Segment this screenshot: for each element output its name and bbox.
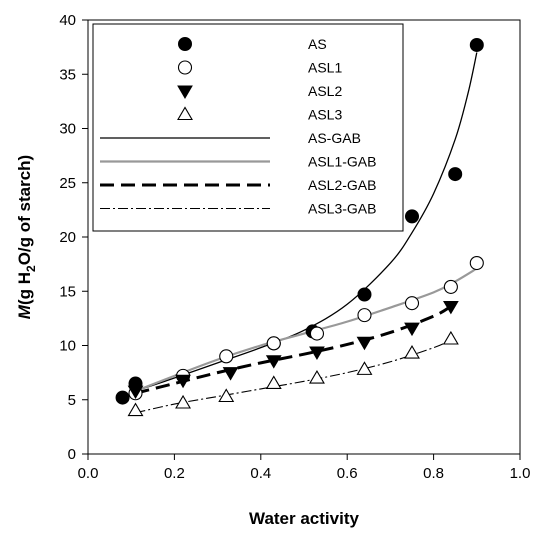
y-tick-label: 0 bbox=[68, 446, 76, 463]
legend-item-asl2-marker bbox=[177, 85, 193, 99]
x-tick-label: 0.8 bbox=[423, 465, 444, 482]
legend-box bbox=[92, 23, 404, 232]
x-axis: 0.0 0.2 0.4 0.6 0.8 1.0 bbox=[78, 454, 531, 482]
point-asl3 bbox=[265, 375, 282, 390]
y-axis-title: M(g H2O/g of starch) bbox=[15, 155, 38, 319]
legend-item-asl2-gab: ASL2-GAB bbox=[100, 177, 376, 193]
legend-item-asl1-marker bbox=[177, 60, 193, 75]
y-tick-label: 5 bbox=[68, 392, 76, 409]
point-asl1 bbox=[309, 326, 325, 341]
y-tick-label: 40 bbox=[59, 12, 76, 29]
point-asl2 bbox=[222, 367, 239, 381]
point-as bbox=[469, 37, 484, 52]
point-asl1 bbox=[266, 336, 281, 351]
x-tick-label: 0.4 bbox=[250, 465, 271, 482]
point-asl1 bbox=[404, 296, 420, 311]
y-tick-label: 20 bbox=[59, 229, 76, 246]
point-asl3 bbox=[309, 369, 325, 384]
legend-item-asl1: ASL1 bbox=[177, 60, 342, 76]
point-asl2 bbox=[309, 346, 325, 361]
point-asl1 bbox=[443, 279, 458, 294]
legend-item-as-label: AS bbox=[308, 36, 327, 52]
point-asl3 bbox=[356, 361, 373, 375]
legend-item-asl3-gab-label: ASL3-GAB bbox=[308, 201, 376, 217]
legend-item-asl3: ASL3 bbox=[177, 106, 342, 123]
point-asl3 bbox=[442, 330, 459, 345]
legend-item-asl2: ASL2 bbox=[177, 83, 342, 99]
legend-item-asl3-label: ASL3 bbox=[308, 107, 342, 123]
point-as bbox=[448, 167, 463, 182]
point-asl3 bbox=[404, 345, 420, 359]
y-axis-title-subscript: 2 bbox=[24, 265, 38, 272]
y-axis-title-symbol: M bbox=[15, 304, 34, 319]
y-tick-label: 30 bbox=[59, 121, 76, 138]
point-asl2 bbox=[175, 374, 191, 389]
point-asl3 bbox=[218, 388, 235, 403]
point-asl2 bbox=[443, 300, 459, 315]
y-tick-label: 25 bbox=[59, 175, 76, 192]
point-asl1 bbox=[469, 255, 484, 271]
legend-item-asl1-gab-label: ASL1-GAB bbox=[308, 154, 376, 170]
y-tick-label: 15 bbox=[59, 283, 76, 300]
point-asl2 bbox=[127, 385, 144, 400]
legend-item-asl2-gab-label: ASL2-GAB bbox=[308, 177, 376, 193]
x-tick-label: 0.2 bbox=[164, 465, 185, 482]
x-tick-label: 0.0 bbox=[78, 465, 99, 482]
legend-item-asl1-gab: ASL1-GAB bbox=[100, 154, 376, 170]
legend-item-asl3-gab: ASL3-GAB bbox=[100, 201, 376, 217]
y-axis: 0 5 10 15 20 25 30 35 40 bbox=[59, 12, 88, 463]
point-asl2 bbox=[404, 322, 420, 337]
legend-item-as-gab-label: AS-GAB bbox=[308, 130, 361, 146]
y-axis-title-rest: O/g of starch) bbox=[15, 155, 34, 266]
data-points bbox=[115, 37, 484, 417]
point-asl1 bbox=[357, 308, 372, 323]
curve-asl3-gab bbox=[135, 339, 452, 414]
y-axis-title-part: (g H bbox=[15, 272, 34, 305]
legend: AS ASL1 ASL2 ASL3 AS-GAB ASL1-GAB ASL2-GAB ASL3… bbox=[92, 23, 404, 232]
point-asl2 bbox=[265, 355, 282, 369]
x-tick-label: 1.0 bbox=[510, 465, 531, 482]
legend-item-as: AS bbox=[178, 36, 327, 52]
point-asl1 bbox=[219, 349, 234, 364]
x-tick-label: 0.6 bbox=[337, 465, 358, 482]
point-as bbox=[405, 209, 419, 224]
legend-item-asl1-label: ASL1 bbox=[308, 60, 342, 76]
curve-as-gab bbox=[135, 52, 478, 392]
point-as bbox=[357, 287, 372, 302]
point-asl3 bbox=[175, 394, 191, 409]
legend-item-asl2-label: ASL2 bbox=[308, 83, 342, 99]
point-asl3 bbox=[127, 402, 144, 417]
point-asl2 bbox=[356, 336, 373, 351]
x-axis-title: Water activity bbox=[249, 509, 359, 528]
y-tick-label: 10 bbox=[59, 338, 76, 355]
legend-item-as-gab: AS-GAB bbox=[100, 130, 361, 146]
y-tick-label: 35 bbox=[59, 66, 76, 83]
legend-item-asl3-marker bbox=[177, 106, 193, 121]
legend-item-as-marker bbox=[178, 37, 192, 51]
point-as bbox=[115, 390, 130, 405]
